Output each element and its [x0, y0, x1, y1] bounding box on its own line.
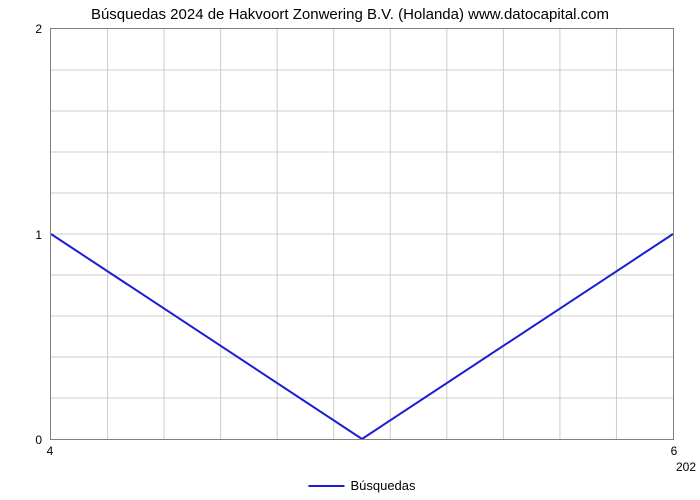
chart-container: Búsquedas 2024 de Hakvoort Zonwering B.V… [0, 0, 700, 500]
y-tick-label: 0 [12, 433, 42, 447]
legend-label: Búsquedas [350, 478, 415, 493]
chart-title: Búsquedas 2024 de Hakvoort Zonwering B.V… [0, 6, 700, 23]
x-tick-label: 4 [47, 444, 54, 458]
y-tick-label: 2 [12, 22, 42, 36]
chart-svg [51, 29, 673, 439]
plot-area [50, 28, 674, 440]
x-extra-label: 202 [676, 460, 696, 474]
x-tick-label: 6 [671, 444, 678, 458]
legend: Búsquedas [308, 478, 415, 493]
legend-swatch [308, 485, 344, 487]
y-tick-label: 1 [12, 228, 42, 242]
